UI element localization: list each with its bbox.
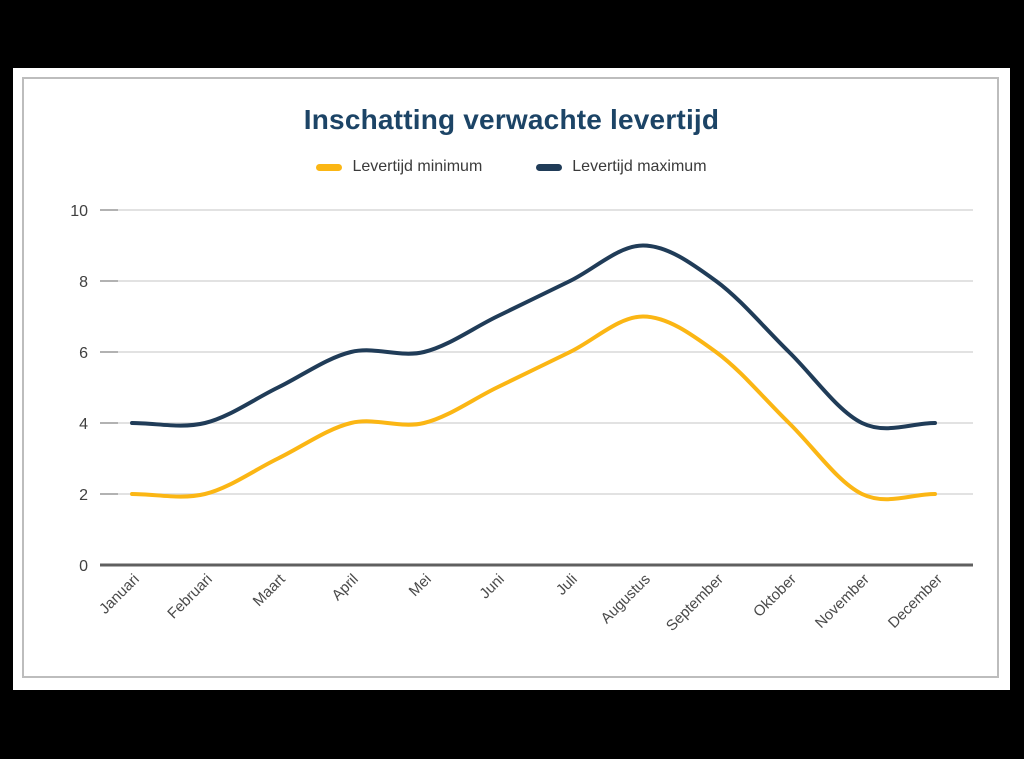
x-axis-label: Februari: [164, 571, 216, 623]
chart-frame: [22, 77, 999, 678]
x-axis-label: September: [663, 571, 727, 635]
x-axis-label: Augustus: [598, 571, 654, 627]
y-axis-label: 6: [79, 345, 88, 362]
x-axis-label: Juli: [553, 571, 581, 599]
x-axis-label: Maart: [250, 570, 290, 610]
x-axis-label: November: [812, 571, 873, 632]
y-axis-label: 4: [79, 416, 88, 433]
chart-canvas: 0 2 4 6 8 10 Januari Februari Maart April Mei Juni J…: [70, 203, 973, 635]
y-axis-label: 8: [79, 274, 88, 291]
x-axis-label: April: [329, 571, 362, 604]
chart-legend: Levertijd minimum Levertijd maximum: [13, 158, 1010, 176]
x-axis-label: Januari: [96, 571, 143, 618]
chart-card: Inschatting verwachte levertijd Levertij…: [13, 68, 1010, 690]
x-axis-label: December: [885, 571, 946, 632]
legend-label-minimum: Levertijd minimum: [352, 158, 483, 175]
x-axis-label: Oktober: [750, 571, 800, 621]
y-axis-label: 10: [70, 203, 88, 220]
x-axis-label: Juni: [476, 571, 507, 602]
legend-item-maximum: Levertijd maximum: [536, 158, 707, 176]
min-line-series: [130, 314, 937, 502]
legend-label-maximum: Levertijd maximum: [572, 158, 707, 175]
min-series-swatch-icon: [316, 163, 343, 171]
y-axis-label: 0: [79, 558, 88, 575]
max-series-swatch-icon: [536, 163, 563, 171]
max-line-series: [130, 243, 937, 431]
y-axis-label: 2: [79, 487, 88, 504]
x-axis-label: Mei: [406, 571, 435, 600]
legend-item-minimum: Levertijd minimum: [316, 158, 482, 176]
chart-title: Inschatting verwachte levertijd: [303, 104, 720, 135]
